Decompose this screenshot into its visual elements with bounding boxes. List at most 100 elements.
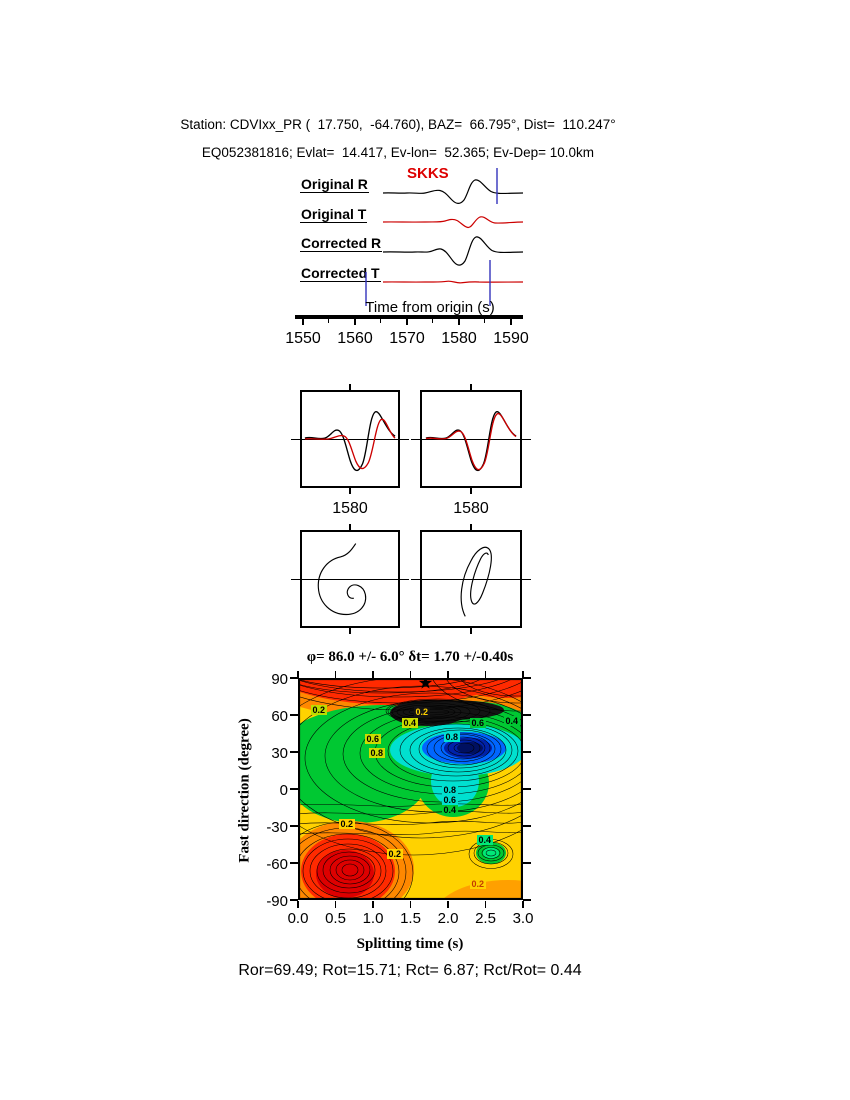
- trace-label-corrected-r: Corrected R: [300, 235, 383, 252]
- time-axis-label: Time from origin (s): [365, 299, 495, 316]
- contour-label-chip: 0.6: [470, 718, 486, 728]
- particle-motion-original: [317, 543, 367, 616]
- y-tick: [523, 714, 531, 716]
- y-tick-label: 0: [279, 782, 288, 799]
- trace-label-original-t: Original T: [300, 205, 368, 223]
- time-tick: [354, 319, 356, 325]
- contour-label-chip: 0.6: [365, 734, 381, 744]
- time-tick-label: 1560: [337, 330, 373, 347]
- x-tick-label: 2.5: [475, 910, 496, 927]
- x-tick: [334, 901, 337, 908]
- contour-label-chip: 0.2: [387, 849, 403, 859]
- y-tick: [523, 751, 531, 753]
- box-tick: [470, 628, 472, 634]
- box-tick: [349, 384, 351, 390]
- contour-y-axis-title: Fast direction (degree): [236, 718, 253, 863]
- time-tick: [458, 319, 460, 325]
- window-marker-lines: [365, 168, 498, 306]
- y-tick: [290, 862, 298, 864]
- phase-label: SKKS: [407, 165, 449, 182]
- contour-label-chip: 0.4: [402, 718, 418, 728]
- box-tick: [470, 488, 472, 494]
- y-tick-label: 60: [271, 708, 288, 725]
- box-tick: [470, 524, 472, 530]
- y-tick: [290, 714, 298, 716]
- contour-title: φ= 86.0 +/- 6.0° δt= 1.70 +/-0.40s: [306, 649, 514, 665]
- y-tick: [290, 751, 298, 753]
- x-tick: [522, 901, 524, 908]
- event-info-line: EQ052381816; Evlat= 14.417, Ev-lon= 52.3…: [201, 145, 595, 160]
- contour-lines: [298, 678, 523, 900]
- x-tick-label: 0.0: [287, 910, 309, 927]
- x-tick-label: 0.5: [325, 910, 346, 927]
- trace-paths: [382, 179, 523, 284]
- plot-frame: [298, 678, 523, 900]
- time-tick: [510, 319, 512, 325]
- contour-label-chip: 0.8: [444, 732, 460, 742]
- y-tick: [523, 825, 531, 827]
- x-tick: [297, 901, 299, 908]
- contour-label-chip: 0.4: [477, 835, 493, 845]
- time-minor-tick: [432, 319, 434, 323]
- contour-label-chip: 0.4: [442, 805, 458, 815]
- x-tick: [409, 901, 412, 908]
- x-tick: [484, 901, 487, 908]
- x-tick: [522, 671, 524, 678]
- box-tick-label: 1580: [332, 500, 368, 517]
- overlay-waveforms-corrected: [425, 411, 517, 472]
- overlay-box-original: [300, 390, 400, 488]
- seismogram-traces: [365, 168, 523, 306]
- y-tick: [523, 677, 531, 679]
- box-tick: [470, 384, 472, 390]
- time-tick-label: 1580: [441, 330, 477, 347]
- time-tick-label: 1590: [493, 330, 529, 347]
- contour-label-chip: 0.2: [470, 879, 486, 889]
- y-tick: [290, 677, 298, 679]
- y-tick: [523, 788, 531, 790]
- box-tick: [349, 628, 351, 634]
- x-tick: [334, 671, 337, 678]
- contour-label-chip: 0.8: [369, 748, 385, 758]
- x-tick-label: 2.0: [437, 910, 459, 927]
- x-tick-label: 1.5: [400, 910, 421, 927]
- x-tick-label: 1.0: [362, 910, 384, 927]
- x-tick: [447, 671, 449, 678]
- x-tick: [409, 671, 412, 678]
- time-tick: [302, 319, 304, 325]
- y-tick: [290, 788, 298, 790]
- zero-line: [291, 578, 409, 580]
- x-tick: [372, 901, 374, 908]
- box-tick-label: 1580: [453, 500, 489, 517]
- y-tick: [290, 825, 298, 827]
- box-tick: [349, 524, 351, 530]
- overlay-box-corrected: [420, 390, 522, 488]
- box-tick: [349, 488, 351, 494]
- overlay-waveforms-original: [304, 411, 396, 472]
- particle-motion-box-original: [300, 530, 400, 628]
- time-tick-label: 1570: [389, 330, 425, 347]
- x-tick: [484, 671, 487, 678]
- time-axis-line: [295, 315, 523, 319]
- x-tick: [447, 901, 449, 908]
- x-tick-label: 3.0: [512, 910, 534, 927]
- time-minor-tick: [380, 319, 382, 323]
- x-tick: [372, 671, 374, 678]
- y-tick-label: 90: [271, 671, 288, 688]
- time-tick-label: 1550: [285, 330, 321, 347]
- y-tick-label: -60: [266, 856, 288, 873]
- y-tick: [290, 899, 298, 901]
- best-fit-star-icon: [418, 678, 433, 689]
- zero-line: [411, 438, 531, 440]
- time-tick: [406, 319, 408, 325]
- contour-label-chip: 0.6: [442, 795, 458, 805]
- y-tick-label: -30: [266, 819, 288, 836]
- misfit-contour-plot: [298, 678, 523, 900]
- contour-label-chip: 0.2: [311, 705, 327, 715]
- y-tick: [523, 862, 531, 864]
- time-minor-tick: [484, 319, 486, 323]
- station-info-line: Station: CDVIxx_PR ( 17.750, -64.760), B…: [180, 117, 616, 132]
- y-tick: [523, 899, 531, 901]
- contour-label-chip: 0.2: [339, 819, 355, 829]
- time-minor-tick: [328, 319, 330, 323]
